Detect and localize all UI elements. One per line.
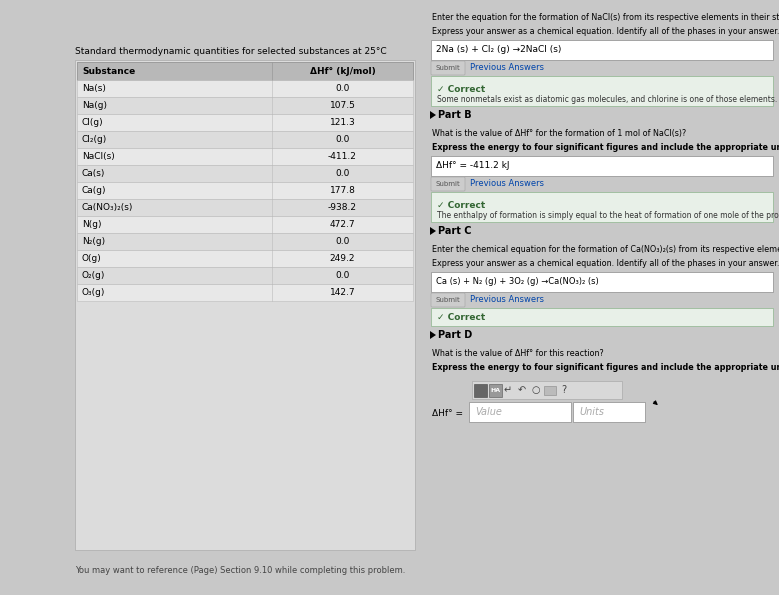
FancyBboxPatch shape xyxy=(77,284,413,301)
Polygon shape xyxy=(430,111,436,119)
Text: 0.0: 0.0 xyxy=(335,237,350,246)
Text: 0.0: 0.0 xyxy=(335,271,350,280)
Text: ○: ○ xyxy=(532,385,541,395)
Text: Enter the chemical equation for the formation of Ca(NO₃)₂(s) from its respective: Enter the chemical equation for the form… xyxy=(432,245,779,254)
FancyBboxPatch shape xyxy=(474,384,487,397)
FancyBboxPatch shape xyxy=(472,381,622,399)
FancyBboxPatch shape xyxy=(77,199,413,216)
Text: ✓ Correct: ✓ Correct xyxy=(437,85,485,94)
FancyBboxPatch shape xyxy=(77,148,413,165)
Text: ↵: ↵ xyxy=(504,385,512,395)
Text: Ca(g): Ca(g) xyxy=(82,186,107,195)
FancyBboxPatch shape xyxy=(431,192,773,222)
Text: Previous Answers: Previous Answers xyxy=(470,296,544,305)
Text: Cl₂(g): Cl₂(g) xyxy=(82,135,108,144)
Text: HA: HA xyxy=(490,388,500,393)
Text: Cl(g): Cl(g) xyxy=(82,118,104,127)
Text: Ca(s): Ca(s) xyxy=(82,169,105,178)
Text: Express your answer as a chemical equation. Identify all of the phases in your a: Express your answer as a chemical equati… xyxy=(432,259,779,268)
FancyBboxPatch shape xyxy=(431,308,773,326)
Text: NaCl(s): NaCl(s) xyxy=(82,152,115,161)
Text: Express the energy to four significant figures and include the appropriate units: Express the energy to four significant f… xyxy=(432,143,779,152)
FancyBboxPatch shape xyxy=(77,131,413,148)
Text: Express your answer as a chemical equation. Identify all of the phases in your a: Express your answer as a chemical equati… xyxy=(432,27,779,36)
Text: 121.3: 121.3 xyxy=(330,118,355,127)
Text: Submit: Submit xyxy=(435,297,460,303)
FancyBboxPatch shape xyxy=(77,216,413,233)
Text: The enthalpy of formation is simply equal to the heat of formation of one mole o: The enthalpy of formation is simply equa… xyxy=(437,211,779,220)
Text: -411.2: -411.2 xyxy=(328,152,357,161)
FancyBboxPatch shape xyxy=(469,402,571,422)
Text: 249.2: 249.2 xyxy=(330,254,355,263)
Text: Enter the equation for the formation of NaCl(s) from its respective elements in : Enter the equation for the formation of … xyxy=(432,13,779,22)
Text: Standard thermodynamic quantities for selected substances at 25°C: Standard thermodynamic quantities for se… xyxy=(75,47,386,56)
Text: ↶: ↶ xyxy=(518,385,526,395)
Text: 142.7: 142.7 xyxy=(330,288,355,297)
Text: Previous Answers: Previous Answers xyxy=(470,180,544,189)
Text: N₂(g): N₂(g) xyxy=(82,237,105,246)
Text: Value: Value xyxy=(475,407,502,417)
Text: ΔHf° (kJ/mol): ΔHf° (kJ/mol) xyxy=(309,67,375,76)
Text: Previous Answers: Previous Answers xyxy=(470,64,544,73)
FancyBboxPatch shape xyxy=(77,182,413,199)
FancyBboxPatch shape xyxy=(544,386,556,395)
Text: N(g): N(g) xyxy=(82,220,101,229)
FancyBboxPatch shape xyxy=(431,177,465,191)
Text: Na(s): Na(s) xyxy=(82,84,106,93)
FancyBboxPatch shape xyxy=(431,40,773,60)
Text: ✓ Correct: ✓ Correct xyxy=(437,201,485,210)
Text: ?: ? xyxy=(562,385,566,395)
Text: Some nonmetals exist as diatomic gas molecules, and chlorine is one of those ele: Some nonmetals exist as diatomic gas mol… xyxy=(437,95,777,104)
Text: Submit: Submit xyxy=(435,65,460,71)
FancyBboxPatch shape xyxy=(431,156,773,176)
Text: Ca(NO₃)₂(s): Ca(NO₃)₂(s) xyxy=(82,203,133,212)
Polygon shape xyxy=(430,227,436,235)
Text: Ca (s) + N₂ (g) + 3O₂ (g) →Ca(NO₃)₂ (s): Ca (s) + N₂ (g) + 3O₂ (g) →Ca(NO₃)₂ (s) xyxy=(436,277,599,287)
Text: 177.8: 177.8 xyxy=(330,186,355,195)
Text: You may want to reference (Page) Section 9.10 while completing this problem.: You may want to reference (Page) Section… xyxy=(75,566,405,575)
Text: Submit: Submit xyxy=(435,181,460,187)
Text: Na(g): Na(g) xyxy=(82,101,107,110)
FancyBboxPatch shape xyxy=(489,384,502,397)
FancyBboxPatch shape xyxy=(75,60,415,550)
Text: Express the energy to four significant figures and include the appropriate units: Express the energy to four significant f… xyxy=(432,363,779,372)
Text: ΔHf° =: ΔHf° = xyxy=(432,409,463,418)
FancyBboxPatch shape xyxy=(77,97,413,114)
Text: Part B: Part B xyxy=(438,110,471,120)
FancyBboxPatch shape xyxy=(77,165,413,182)
Text: 0.0: 0.0 xyxy=(335,135,350,144)
Text: Units: Units xyxy=(579,407,604,417)
Text: O(g): O(g) xyxy=(82,254,102,263)
Text: Part D: Part D xyxy=(438,330,472,340)
FancyBboxPatch shape xyxy=(431,272,773,292)
Text: Part C: Part C xyxy=(438,226,471,236)
Text: 472.7: 472.7 xyxy=(330,220,355,229)
Text: 0.0: 0.0 xyxy=(335,169,350,178)
Text: What is the value of ΔHf° for this reaction?: What is the value of ΔHf° for this react… xyxy=(432,349,604,358)
Text: 0.0: 0.0 xyxy=(335,84,350,93)
Text: What is the value of ΔHf° for the formation of 1 mol of NaCl(s)?: What is the value of ΔHf° for the format… xyxy=(432,129,686,138)
FancyBboxPatch shape xyxy=(77,267,413,284)
FancyBboxPatch shape xyxy=(77,114,413,131)
Text: 2Na (s) + Cl₂ (g) →2NaCl (s): 2Na (s) + Cl₂ (g) →2NaCl (s) xyxy=(436,45,562,55)
Text: O₃(g): O₃(g) xyxy=(82,288,105,297)
Text: ΔHf° = -411.2 kJ: ΔHf° = -411.2 kJ xyxy=(436,161,509,171)
FancyBboxPatch shape xyxy=(77,250,413,267)
FancyBboxPatch shape xyxy=(77,233,413,250)
FancyBboxPatch shape xyxy=(77,62,413,80)
FancyBboxPatch shape xyxy=(431,76,773,106)
FancyBboxPatch shape xyxy=(431,61,465,75)
Text: 107.5: 107.5 xyxy=(330,101,355,110)
Polygon shape xyxy=(430,331,436,339)
Text: ✓ Correct: ✓ Correct xyxy=(437,312,485,321)
FancyBboxPatch shape xyxy=(573,402,645,422)
FancyBboxPatch shape xyxy=(431,293,465,307)
Text: O₂(g): O₂(g) xyxy=(82,271,105,280)
Text: Substance: Substance xyxy=(82,67,136,76)
FancyBboxPatch shape xyxy=(77,80,413,97)
Text: -938.2: -938.2 xyxy=(328,203,357,212)
